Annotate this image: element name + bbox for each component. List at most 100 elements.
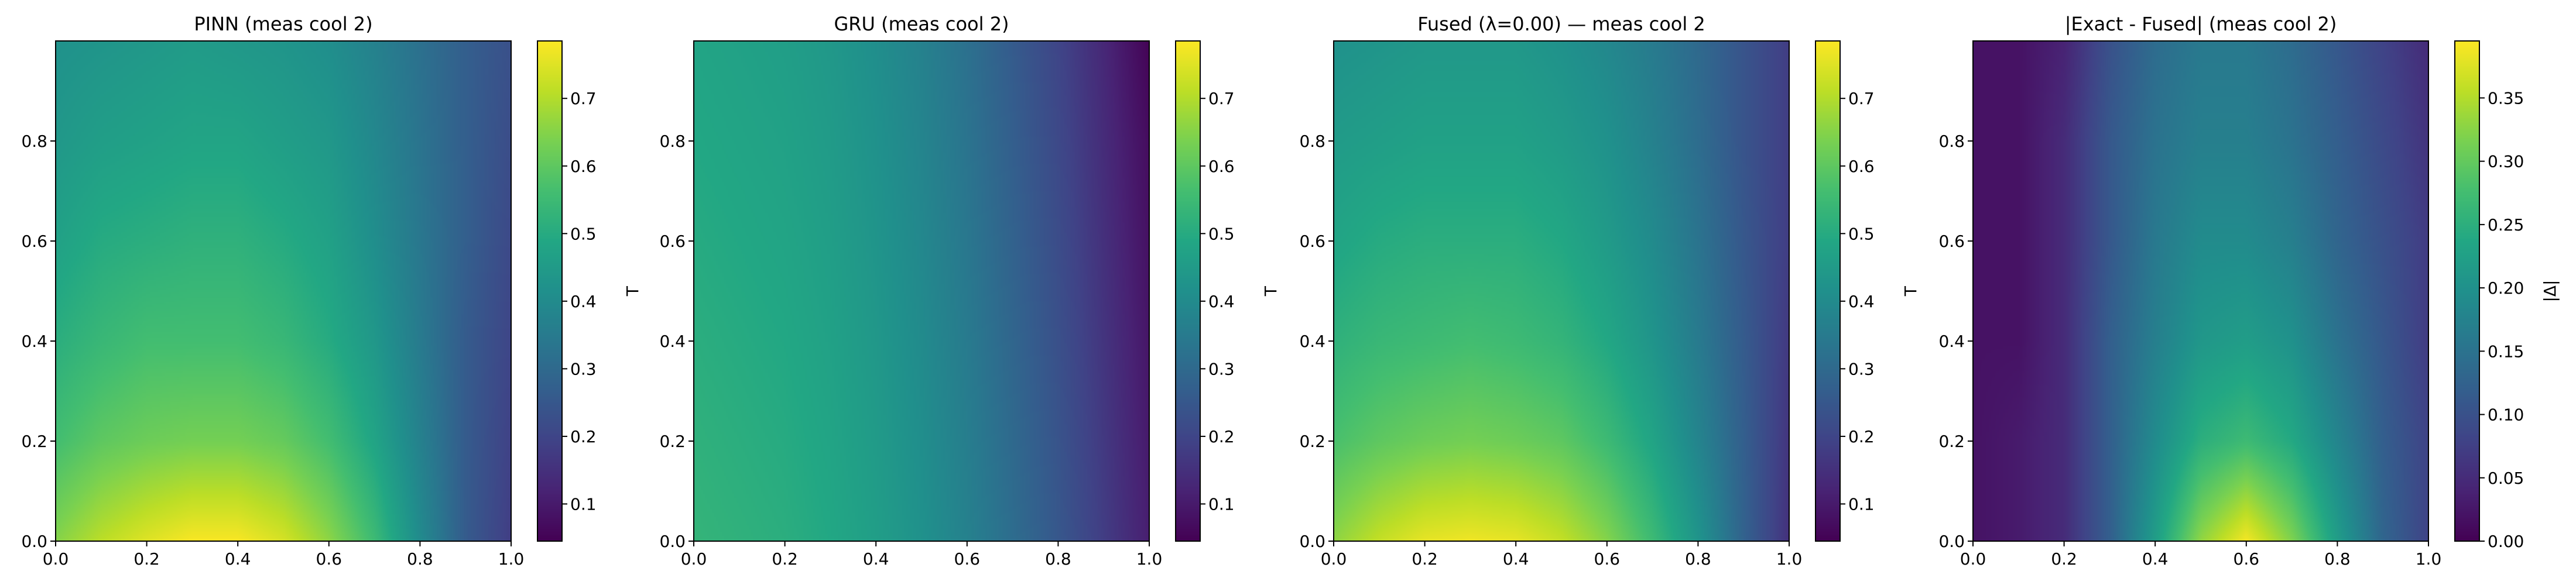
colorbar-tick-label: 0.20 [2488, 278, 2524, 298]
x-tick-label: 0.6 [2234, 549, 2260, 569]
chart-panel-3: Fused (λ=0.00) — meas cool 2 0.0 0.2 0.4 0.6… [1299, 13, 1920, 569]
colorbar-tick-label: 0.1 [1208, 494, 1235, 514]
y-tick-label: 0.4 [1938, 332, 1965, 351]
colorbar-tick-label: 0.4 [1208, 292, 1235, 311]
x-tick-label: 0.8 [2324, 549, 2351, 569]
x-tick-label: 1.0 [1776, 549, 1803, 569]
colorbar [1176, 41, 1200, 541]
x-tick-label: 0.4 [2142, 549, 2169, 569]
chart-title: PINN (meas cool 2) [194, 13, 372, 35]
heatmap-raster [1334, 41, 1789, 541]
x-tick-label: 0.6 [954, 549, 981, 569]
colorbar-tick-label: 0.2 [1848, 427, 1875, 446]
heatmap-raster [56, 41, 511, 541]
x-tick-label: 0.6 [316, 549, 342, 569]
colorbar-tick-label: 0.4 [1848, 292, 1875, 311]
y-tick-label: 0.6 [1299, 232, 1325, 251]
x-tick-label: 0.0 [43, 549, 69, 569]
x-tick-label: 0.4 [863, 549, 889, 569]
colorbar-tick-label: 0.5 [1208, 224, 1235, 243]
colorbar-tick-label: 0.3 [570, 359, 597, 378]
colorbar-tick-label: 0.3 [1208, 359, 1235, 378]
x-tick-label: 0.2 [133, 549, 160, 569]
colorbar-tick-label: 0.2 [570, 427, 597, 446]
colorbar-tick-label: 0.6 [1208, 157, 1235, 176]
colorbar-tick-label: 0.25 [2488, 215, 2524, 235]
colorbar-frame [1815, 40, 1841, 542]
colorbar-tick-label: 0.3 [1848, 359, 1875, 378]
colorbar-tick-label: 0.00 [2488, 532, 2524, 551]
x-tick-label: 0.8 [407, 549, 433, 569]
colorbar-tick-label: 0.5 [1848, 224, 1875, 243]
axes-frame [1972, 40, 2429, 542]
colorbar-tick-label: 0.05 [2488, 469, 2524, 488]
chart-title: GRU (meas cool 2) [834, 13, 1009, 35]
x-tick-label: 0.2 [1412, 549, 1438, 569]
y-tick-label: 0.4 [1299, 332, 1325, 351]
y-tick-label: 0.6 [21, 232, 47, 251]
x-tick-label: 0.4 [1503, 549, 1529, 569]
colorbar-label: |Δ| [2540, 280, 2560, 302]
x-tick-label: 1.0 [498, 549, 525, 569]
colorbar-tick-label: 0.7 [1208, 89, 1235, 108]
y-tick-label: 0.2 [659, 432, 686, 451]
colorbar-tick-label: 0.10 [2488, 405, 2524, 425]
axes-frame [693, 40, 1150, 542]
x-tick-label: 0.0 [1960, 549, 1986, 569]
chart-panel-4: |Exact - Fused| (meas cool 2) 0.0 0.2 0.4 0.… [1938, 13, 2560, 569]
colorbar-tick-label: 0.1 [570, 494, 597, 514]
x-tick-label: 0.4 [225, 549, 251, 569]
colorbar-tick-label: 0.7 [1848, 89, 1875, 108]
y-tick-label: 0.4 [659, 332, 686, 351]
colorbar-tick-label: 0.1 [1848, 494, 1875, 514]
y-tick-label: 0.6 [659, 232, 686, 251]
colorbar-tick-label: 0.15 [2488, 342, 2524, 361]
colorbar [2455, 41, 2479, 541]
x-tick-label: 0.0 [681, 549, 707, 569]
heatmap-raster [694, 41, 1149, 541]
y-tick-label: 0.0 [659, 532, 686, 551]
y-tick-label: 0.2 [1938, 432, 1965, 451]
heatmap-raster [1973, 41, 2428, 541]
x-tick-label: 0.0 [1321, 549, 1347, 569]
chart-title: Fused (λ=0.00) — meas cool 2 [1417, 13, 1705, 35]
axes-frame [1333, 40, 1790, 542]
colorbar-tick-label: 0.7 [570, 89, 597, 108]
colorbar-label: T [1901, 285, 1920, 297]
y-tick-label: 0.0 [1938, 532, 1965, 551]
y-tick-label: 0.8 [659, 132, 686, 151]
y-tick-label: 0.6 [1938, 232, 1965, 251]
y-tick-label: 0.8 [1299, 132, 1325, 151]
colorbar-tick-label: 0.6 [570, 157, 597, 176]
colorbar [537, 41, 562, 541]
colorbar-tick-label: 0.6 [1848, 157, 1875, 176]
colorbar-tick-label: 0.5 [570, 224, 597, 243]
axes-frame [55, 40, 512, 542]
y-tick-label: 0.4 [21, 332, 47, 351]
colorbar-label: T [1261, 285, 1280, 297]
chart-panel-1: PINN (meas cool 2) 0.0 0.2 0.4 0.6 0.8 1.0 0.0 0… [21, 13, 642, 569]
x-tick-label: 0.6 [1594, 549, 1621, 569]
x-tick-label: 1.0 [2416, 549, 2442, 569]
y-tick-label: 0.8 [21, 132, 47, 151]
x-tick-label: 1.0 [1136, 549, 1163, 569]
y-tick-label: 0.2 [21, 432, 47, 451]
x-tick-label: 0.8 [1045, 549, 1071, 569]
colorbar-tick-label: 0.4 [570, 292, 597, 311]
y-tick-label: 0.2 [1299, 432, 1325, 451]
colorbar-tick-label: 0.35 [2488, 88, 2524, 108]
colorbar [1815, 41, 1840, 541]
y-tick-label: 0.0 [1299, 532, 1325, 551]
colorbar-label: T [623, 285, 642, 297]
x-tick-label: 0.2 [772, 549, 798, 569]
y-tick-label: 0.8 [1938, 132, 1965, 151]
colorbar-frame [537, 40, 563, 542]
x-tick-label: 0.8 [1685, 549, 1711, 569]
colorbar-frame [1175, 40, 1201, 542]
y-tick-label: 0.0 [21, 532, 47, 551]
x-tick-label: 0.2 [2051, 549, 2077, 569]
chart-title: |Exact - Fused| (meas cool 2) [2065, 13, 2337, 35]
colorbar-tick-label: 0.30 [2488, 152, 2524, 171]
colorbar-tick-label: 0.2 [1208, 427, 1235, 446]
